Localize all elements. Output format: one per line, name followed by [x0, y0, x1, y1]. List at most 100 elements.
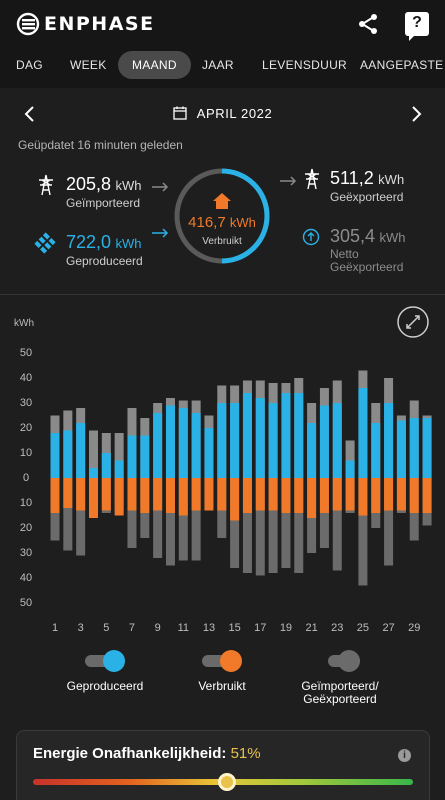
bar-imported	[332, 478, 342, 571]
bar-consumed	[204, 478, 214, 511]
independence-title: Energie Onafhankelijkheid: 51%	[33, 745, 261, 762]
tab-week[interactable]: WEEK	[70, 58, 107, 72]
x-tick-label: 7	[129, 622, 135, 634]
produced-stat: 722,0 kWh Geproduceerd	[66, 232, 143, 268]
arrow-right-icon-2	[280, 176, 297, 186]
pylon-icon	[39, 174, 53, 196]
bar-consumed	[358, 478, 368, 516]
bar-consumed	[371, 478, 381, 513]
net-value: 305,4	[330, 226, 376, 246]
legend-consumed[interactable]: Verbruikt	[172, 650, 272, 693]
bar-imported	[384, 478, 394, 566]
bar-consumed	[178, 478, 188, 516]
y-tick-label: 20	[20, 522, 32, 534]
x-tick-label: 3	[78, 622, 84, 634]
bar-consumed	[255, 478, 265, 511]
chevron-left-icon[interactable]	[20, 104, 40, 124]
bar-imported	[358, 478, 368, 586]
produced-toggle[interactable]	[85, 650, 125, 672]
x-tick-label: 9	[155, 622, 161, 634]
last-updated: Geüpdatet 16 minuten geleden	[18, 138, 183, 152]
bar-consumed	[63, 478, 73, 508]
independence-card: Energie Onafhankelijkheid: 51% i	[16, 730, 430, 800]
bar-produced	[178, 408, 188, 478]
bar-produced	[371, 423, 381, 478]
bar-imported	[63, 478, 73, 551]
bar-produced	[358, 388, 368, 478]
bar-imported	[281, 478, 291, 568]
help-icon[interactable]: ?	[405, 12, 429, 41]
bar-produced	[101, 453, 111, 478]
chevron-right-icon[interactable]	[406, 104, 426, 124]
bar-consumed	[345, 478, 355, 511]
info-icon[interactable]: i	[398, 749, 411, 762]
bar-imported	[127, 478, 137, 548]
gauge-indicator	[217, 773, 236, 791]
consumption-ring	[174, 168, 270, 264]
tab-aangepaste[interactable]: AANGEPASTE	[360, 58, 444, 72]
tab-levensduur[interactable]: LEVENSDUUR	[262, 58, 348, 72]
net-unit: kWh	[379, 230, 406, 245]
consumed-label: Verbruikt	[202, 236, 242, 247]
y-tick-label: 40	[20, 372, 32, 384]
bar-consumed	[396, 478, 406, 511]
bar-consumed	[101, 478, 111, 511]
bar-imported	[255, 478, 265, 576]
share-icon[interactable]	[356, 12, 380, 36]
bar-produced	[281, 393, 291, 478]
bar-imported	[178, 478, 188, 561]
bar-produced	[63, 430, 73, 478]
bar-consumed	[268, 478, 278, 511]
calendar-icon	[173, 106, 187, 120]
legend-grid[interactable]: Geïmporteerd/Geëxporteerd	[285, 650, 395, 706]
x-tick-label: 15	[228, 622, 240, 634]
imported-label: Geïmporteerd	[66, 196, 141, 210]
bar-imported	[191, 478, 201, 561]
bar-consumed	[114, 478, 124, 516]
bar-consumed	[217, 478, 227, 511]
bar-produced	[345, 460, 355, 478]
bar-produced	[268, 403, 278, 478]
y-tick-label: 50	[20, 347, 32, 359]
y-tick-label: 40	[20, 572, 32, 584]
y-tick-label: 0	[23, 472, 29, 484]
bar-produced	[76, 423, 86, 478]
bar-consumed	[230, 478, 240, 521]
bar-produced	[307, 423, 317, 478]
bar-consumed	[307, 478, 317, 518]
x-tick-label: 19	[280, 622, 292, 634]
x-tick-label: 11	[178, 622, 189, 634]
bar-exported	[88, 430, 98, 478]
grid-toggle[interactable]	[320, 650, 360, 672]
bar-produced	[332, 403, 342, 478]
exported-unit: kWh	[378, 172, 405, 187]
period-label[interactable]: APRIL 2022	[0, 106, 445, 121]
enphase-logo: ENPHASE	[16, 12, 155, 36]
bar-consumed	[384, 478, 394, 511]
exported-label: Geëxporteerd	[330, 190, 404, 204]
legend-produced[interactable]: Geproduceerd	[50, 650, 160, 693]
bar-produced	[127, 435, 137, 478]
x-tick-label: 27	[382, 622, 394, 634]
bar-produced	[165, 405, 175, 478]
period-tabs: DAG WEEK MAAND JAAR LEVENSDUUR AANGEPAST…	[0, 48, 445, 88]
tab-dag[interactable]: DAG	[16, 58, 43, 72]
date-navigator: APRIL 2022	[0, 96, 445, 132]
y-tick-label: 10	[20, 497, 32, 509]
tab-jaar[interactable]: JAAR	[202, 58, 234, 72]
tab-maand[interactable]: MAAND	[118, 51, 191, 79]
expand-icon[interactable]	[397, 306, 429, 338]
y-tick-label: 30	[20, 547, 32, 559]
x-tick-label: 13	[203, 622, 215, 634]
imported-value: 205,8	[66, 174, 112, 194]
bar-produced	[242, 393, 252, 478]
consumed-toggle[interactable]	[202, 650, 242, 672]
bar-consumed	[153, 478, 163, 511]
bar-produced	[217, 403, 227, 478]
bar-produced	[191, 413, 201, 478]
bar-exported	[114, 433, 124, 478]
bar-produced	[153, 413, 163, 478]
produced-unit: kWh	[115, 236, 142, 251]
bar-produced	[255, 398, 265, 478]
